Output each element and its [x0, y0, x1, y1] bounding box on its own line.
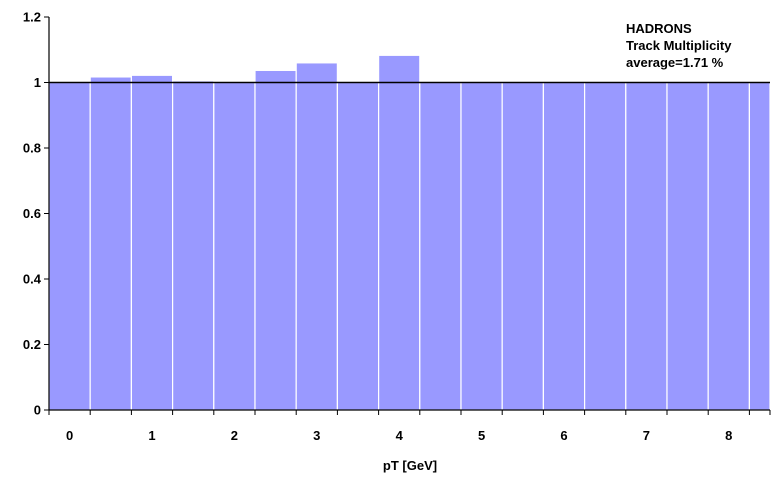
- annotation-line-3: average=1.71 %: [626, 55, 724, 70]
- bar: [707, 81, 751, 411]
- bar: [254, 69, 297, 411]
- bars-group: [48, 54, 771, 411]
- y-ticks-group: 0 0.2 0.4 0.6 0.8 1 1.2: [23, 10, 49, 418]
- y-tick-label: 0.8: [23, 141, 41, 156]
- bar: [48, 81, 91, 411]
- bar: [419, 81, 462, 411]
- bar: [336, 81, 380, 411]
- annotation-line-1: HADRONS: [626, 21, 692, 36]
- x-tick-label: 6: [560, 428, 567, 443]
- annotation-line-2: Track Multiplicity: [626, 38, 732, 53]
- y-tick-label: 0.2: [23, 337, 41, 352]
- x-tick-label: 0: [66, 428, 73, 443]
- x-tick-label: 7: [643, 428, 650, 443]
- bar: [748, 81, 771, 411]
- x-tick-label: 2: [231, 428, 238, 443]
- bar: [666, 81, 709, 411]
- bar: [172, 80, 215, 411]
- bar: [625, 81, 668, 411]
- x-ticks-group: 0 1 2 3 4 5 6 7 8: [48, 410, 771, 443]
- bar: [542, 81, 586, 411]
- bar: [501, 81, 545, 411]
- bar: [460, 81, 503, 411]
- bar: [583, 81, 627, 411]
- x-tick-label: 8: [725, 428, 732, 443]
- bar: [213, 81, 256, 411]
- y-tick-label: 1.2: [23, 10, 41, 25]
- bar: [89, 76, 132, 411]
- legend-annotation: HADRONS Track Multiplicity average=1.71 …: [626, 20, 732, 71]
- x-tick-label: 1: [148, 428, 155, 443]
- bar: [130, 74, 174, 411]
- y-tick-label: 0.4: [23, 272, 42, 287]
- bar: [295, 62, 339, 411]
- x-tick-label: 4: [396, 428, 404, 443]
- y-tick-label: 0.6: [23, 206, 41, 221]
- x-axis-label: pT [GeV]: [383, 458, 437, 473]
- y-tick-label: 1: [34, 75, 41, 90]
- bar: [378, 54, 421, 411]
- y-tick-label: 0: [34, 403, 41, 418]
- x-tick-label: 3: [313, 428, 320, 443]
- x-tick-label: 5: [478, 428, 485, 443]
